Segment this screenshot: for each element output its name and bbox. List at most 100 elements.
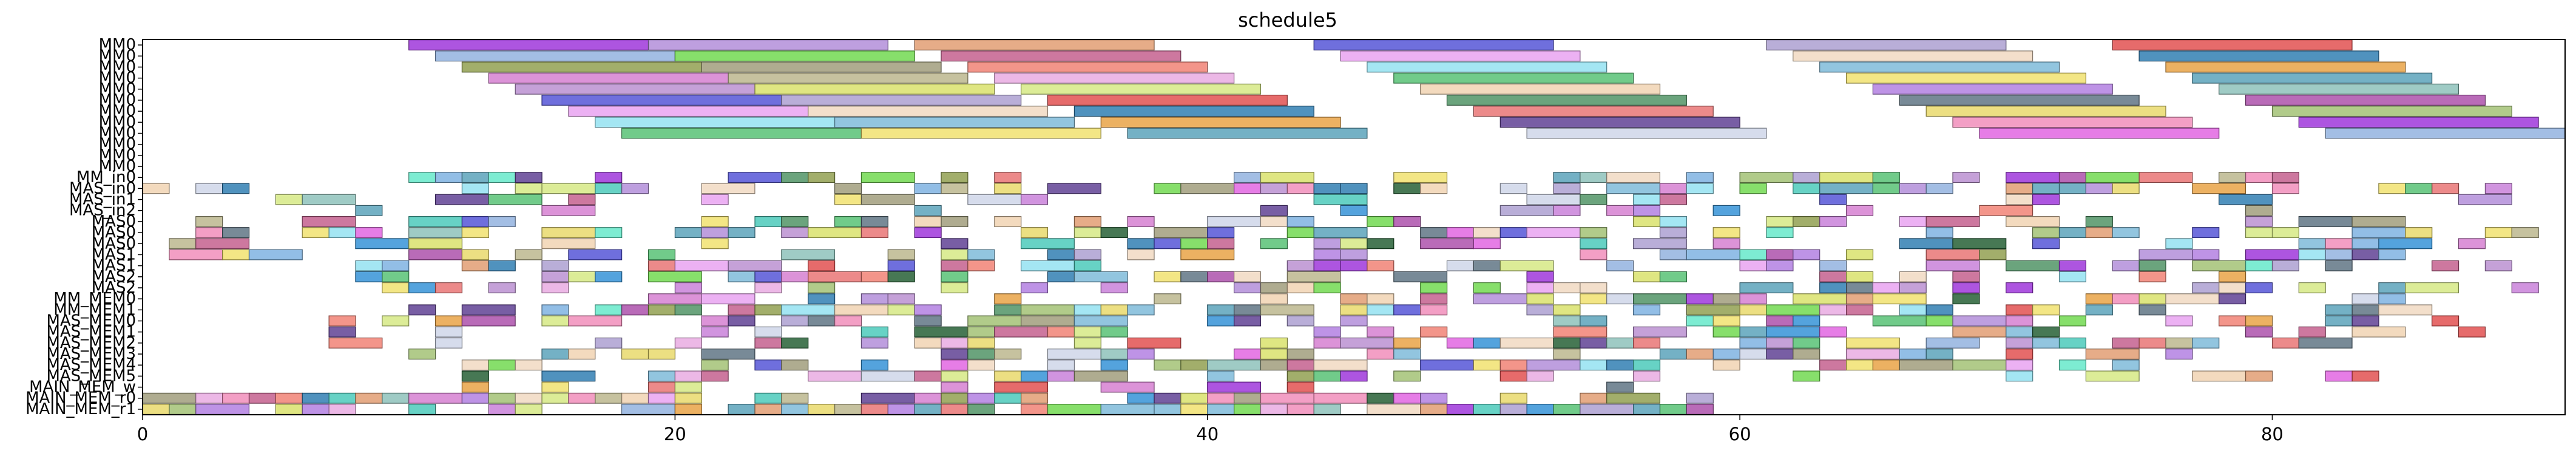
task-bar — [595, 227, 623, 239]
task-bar — [2032, 304, 2060, 316]
y-tick-label: MAS0 — [92, 234, 136, 253]
task-bar — [2298, 326, 2326, 338]
task-bar — [1499, 117, 1740, 128]
task-bar — [1633, 293, 1687, 305]
task-bar — [2085, 216, 2113, 227]
task-bar — [1739, 337, 1767, 349]
task-bar — [1580, 238, 1607, 250]
task-bar — [647, 349, 676, 360]
task-bar — [994, 304, 1022, 316]
y-tick-label: MAS_MEM5 — [46, 367, 136, 385]
task-bar — [1925, 349, 1953, 360]
task-bar — [1420, 359, 1474, 371]
task-bar — [1580, 315, 1607, 327]
task-bar — [1925, 315, 1953, 327]
task-bar — [195, 238, 250, 250]
task-bar — [142, 183, 170, 194]
task-bar — [1580, 359, 1607, 371]
y-tick-label: MAS_in2 — [69, 202, 136, 220]
task-bar — [1393, 172, 1448, 183]
task-bar — [1499, 227, 1527, 239]
task-bar — [1846, 337, 1900, 349]
task-bar — [1899, 359, 1953, 371]
task-bar — [1446, 337, 1475, 349]
task-bar — [382, 282, 410, 293]
task-bar — [1446, 95, 1687, 106]
task-bar — [701, 194, 729, 205]
task-bar — [1846, 72, 2087, 84]
task-bar — [1979, 249, 2007, 261]
task-bar — [1606, 260, 1634, 271]
x-tick-label: 40 — [1196, 424, 1219, 444]
task-bar — [1446, 403, 1475, 415]
x-axis: 0 20 40 60 80 — [137, 415, 2284, 444]
task-bar — [488, 359, 516, 371]
task-bar — [1260, 349, 1288, 360]
task-bar — [914, 337, 942, 349]
task-bar — [2271, 260, 2300, 271]
task-bar — [1819, 61, 2060, 73]
task-bar — [541, 95, 782, 106]
task-bar — [1819, 172, 1873, 183]
task-bar — [2058, 315, 2087, 327]
task-bar — [1473, 260, 1501, 271]
task-bar — [434, 50, 675, 62]
task-bar — [1499, 392, 1527, 404]
task-bar — [1100, 381, 1155, 393]
task-bar — [1286, 271, 1341, 282]
task-bar — [1180, 249, 1235, 261]
task-bar — [248, 392, 277, 404]
task-bar — [2405, 183, 2433, 194]
task-bar — [1686, 183, 1714, 194]
task-bar — [1819, 194, 1847, 205]
task-bar — [2192, 282, 2220, 293]
task-bar — [1872, 293, 1927, 305]
task-bar — [1872, 315, 1927, 327]
task-bar — [1793, 293, 1847, 305]
task-bar — [1793, 216, 1820, 227]
task-bar — [1580, 194, 1607, 205]
task-bar — [967, 61, 1208, 73]
task-bar — [1260, 205, 1288, 216]
y-tick-label: MAS1 — [92, 257, 136, 275]
task-bar — [1286, 227, 1314, 239]
task-bar — [461, 315, 516, 327]
plot-frame — [142, 39, 2566, 415]
task-bar — [1260, 216, 1288, 227]
task-bar — [887, 293, 915, 305]
task-bar — [1580, 172, 1607, 183]
task-bar — [647, 304, 676, 316]
task-bar — [1659, 194, 1688, 205]
task-bar — [2006, 315, 2033, 327]
task-bar — [1766, 227, 1794, 239]
task-bar — [1819, 359, 1847, 371]
task-bar — [1952, 117, 2193, 128]
task-bar — [541, 392, 569, 404]
task-bar — [860, 172, 915, 183]
task-bar — [941, 282, 969, 293]
task-bar — [488, 194, 543, 205]
task-bar — [1367, 392, 1394, 404]
task-bar — [2245, 260, 2273, 271]
task-bar — [2138, 50, 2379, 62]
task-bar — [1207, 359, 1261, 371]
task-bar — [2032, 337, 2060, 349]
task-bar — [1952, 293, 1980, 305]
task-bar — [488, 260, 516, 271]
task-bar — [647, 39, 888, 50]
task-bar — [1420, 227, 1448, 239]
task-bar — [222, 392, 250, 404]
task-bar — [2511, 227, 2539, 239]
task-bar — [2298, 337, 2353, 349]
task-bar — [408, 172, 436, 183]
task-bar — [1286, 260, 1314, 271]
task-bar — [2192, 227, 2220, 239]
task-bar — [2484, 227, 2512, 239]
task-bar — [1526, 271, 1554, 282]
task-bar — [1420, 403, 1448, 415]
task-bar — [461, 381, 489, 393]
task-bar — [1233, 349, 1262, 360]
task-bar — [2006, 337, 2033, 349]
task-bar — [914, 392, 942, 404]
task-bar — [1233, 183, 1262, 194]
